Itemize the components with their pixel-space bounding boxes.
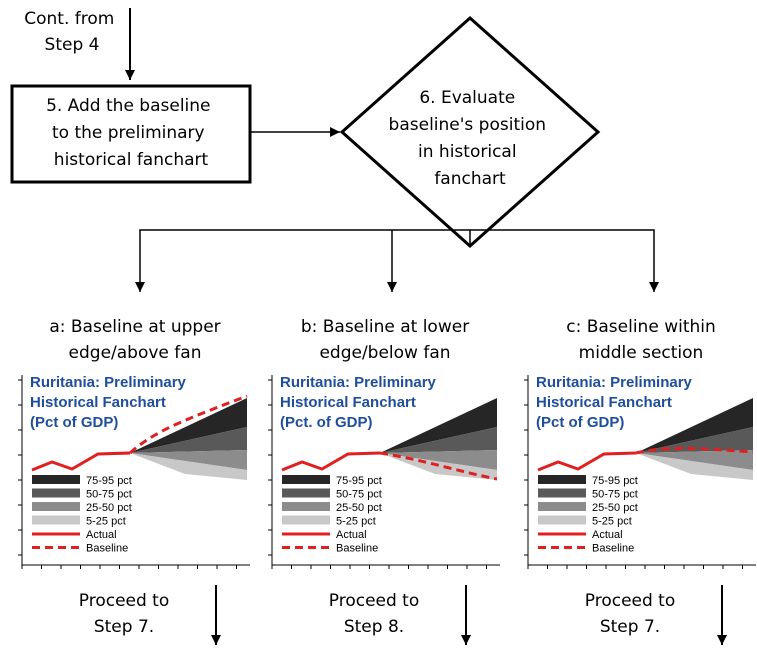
legend-swatch-50-75 <box>32 488 80 498</box>
legend-label: 75-95 pct <box>86 475 132 487</box>
legend-label: Baseline <box>86 543 128 555</box>
legend-swatch-25-50 <box>538 502 586 511</box>
legend-label: Actual <box>86 529 117 541</box>
legend-label: 50-75 pct <box>592 489 638 501</box>
legend-swatch-50-75 <box>282 488 330 498</box>
band-75-95 <box>636 398 753 453</box>
legend-label: 25-50 pct <box>336 502 382 514</box>
arrow-to-panel-c <box>470 229 659 292</box>
outcome-text: Proceed to Step 7. <box>585 591 676 637</box>
outcome-text: Proceed to Step 8. <box>329 591 420 637</box>
band-50-75 <box>636 427 753 453</box>
arrow-to-panel-a <box>135 229 471 292</box>
band-75-95 <box>380 398 497 453</box>
legend-label: 25-50 pct <box>592 502 638 514</box>
panel-c: c: Baseline within middle section Ruritani… <box>524 317 756 645</box>
band-50-75 <box>130 427 247 453</box>
legend-swatch-25-50 <box>282 502 330 511</box>
baseline-line <box>379 451 498 481</box>
legend-swatch-75-95 <box>282 475 330 484</box>
actual-line <box>31 451 131 472</box>
start-note: Cont. from Step 4 <box>24 9 120 55</box>
legend-label: Baseline <box>336 543 378 555</box>
actual-line <box>537 451 637 472</box>
legend-swatch-5-25 <box>538 515 586 525</box>
actual-line <box>281 451 381 472</box>
band-25-50 <box>380 450 497 470</box>
band-75-95 <box>130 398 247 453</box>
band-5-25 <box>636 453 753 480</box>
chart-title: Ruritania: Preliminary Historical Fanchar… <box>280 374 437 431</box>
step5-text: 5. Add the baseline to the preliminary h… <box>46 96 216 170</box>
band-5-25 <box>130 453 247 480</box>
legend-swatch-25-50 <box>32 502 80 511</box>
band-25-50 <box>636 450 753 470</box>
step6-text: 6. Evaluate baseline's position in histo… <box>389 88 552 189</box>
legend-swatch-75-95 <box>32 475 80 484</box>
step5-box <box>10 84 252 184</box>
legend-swatch-75-95 <box>538 475 586 484</box>
legend-label: 50-75 pct <box>86 489 132 501</box>
legend-label: Baseline <box>592 543 634 555</box>
chart-title: Ruritania: Preliminary Historical Fanchar… <box>30 374 187 431</box>
panel-b: b: Baseline at lower edge/below fan Rurita… <box>268 317 500 645</box>
band-25-50 <box>130 450 247 470</box>
legend-label: Actual <box>592 529 623 541</box>
baseline-line <box>128 394 248 455</box>
legend-swatch-5-25 <box>32 515 80 525</box>
legend-label: 5-25 pct <box>592 516 632 528</box>
chart-title: Ruritania: Preliminary Historical Fanchar… <box>536 374 693 431</box>
legend-swatch-50-75 <box>538 488 586 498</box>
panel-heading: a: Baseline at upper edge/above fan <box>49 317 220 363</box>
panel-heading: b: Baseline at lower edge/below fan <box>301 317 469 363</box>
legend-label: 5-25 pct <box>336 516 376 528</box>
legend-label: 50-75 pct <box>336 489 382 501</box>
panel-a: a: Baseline at upper edge/above fan Rurita… <box>18 317 250 645</box>
band-50-75 <box>380 427 497 453</box>
outcome-text: Proceed to Step 7. <box>79 591 170 637</box>
legend-label: 5-25 pct <box>86 516 126 528</box>
panel-heading: c: Baseline within middle section <box>566 317 716 363</box>
legend-label: Actual <box>336 529 367 541</box>
legend-swatch-5-25 <box>282 515 330 525</box>
legend-label: 75-95 pct <box>592 475 638 487</box>
legend-label: 25-50 pct <box>86 502 132 514</box>
legend-label: 75-95 pct <box>336 475 382 487</box>
